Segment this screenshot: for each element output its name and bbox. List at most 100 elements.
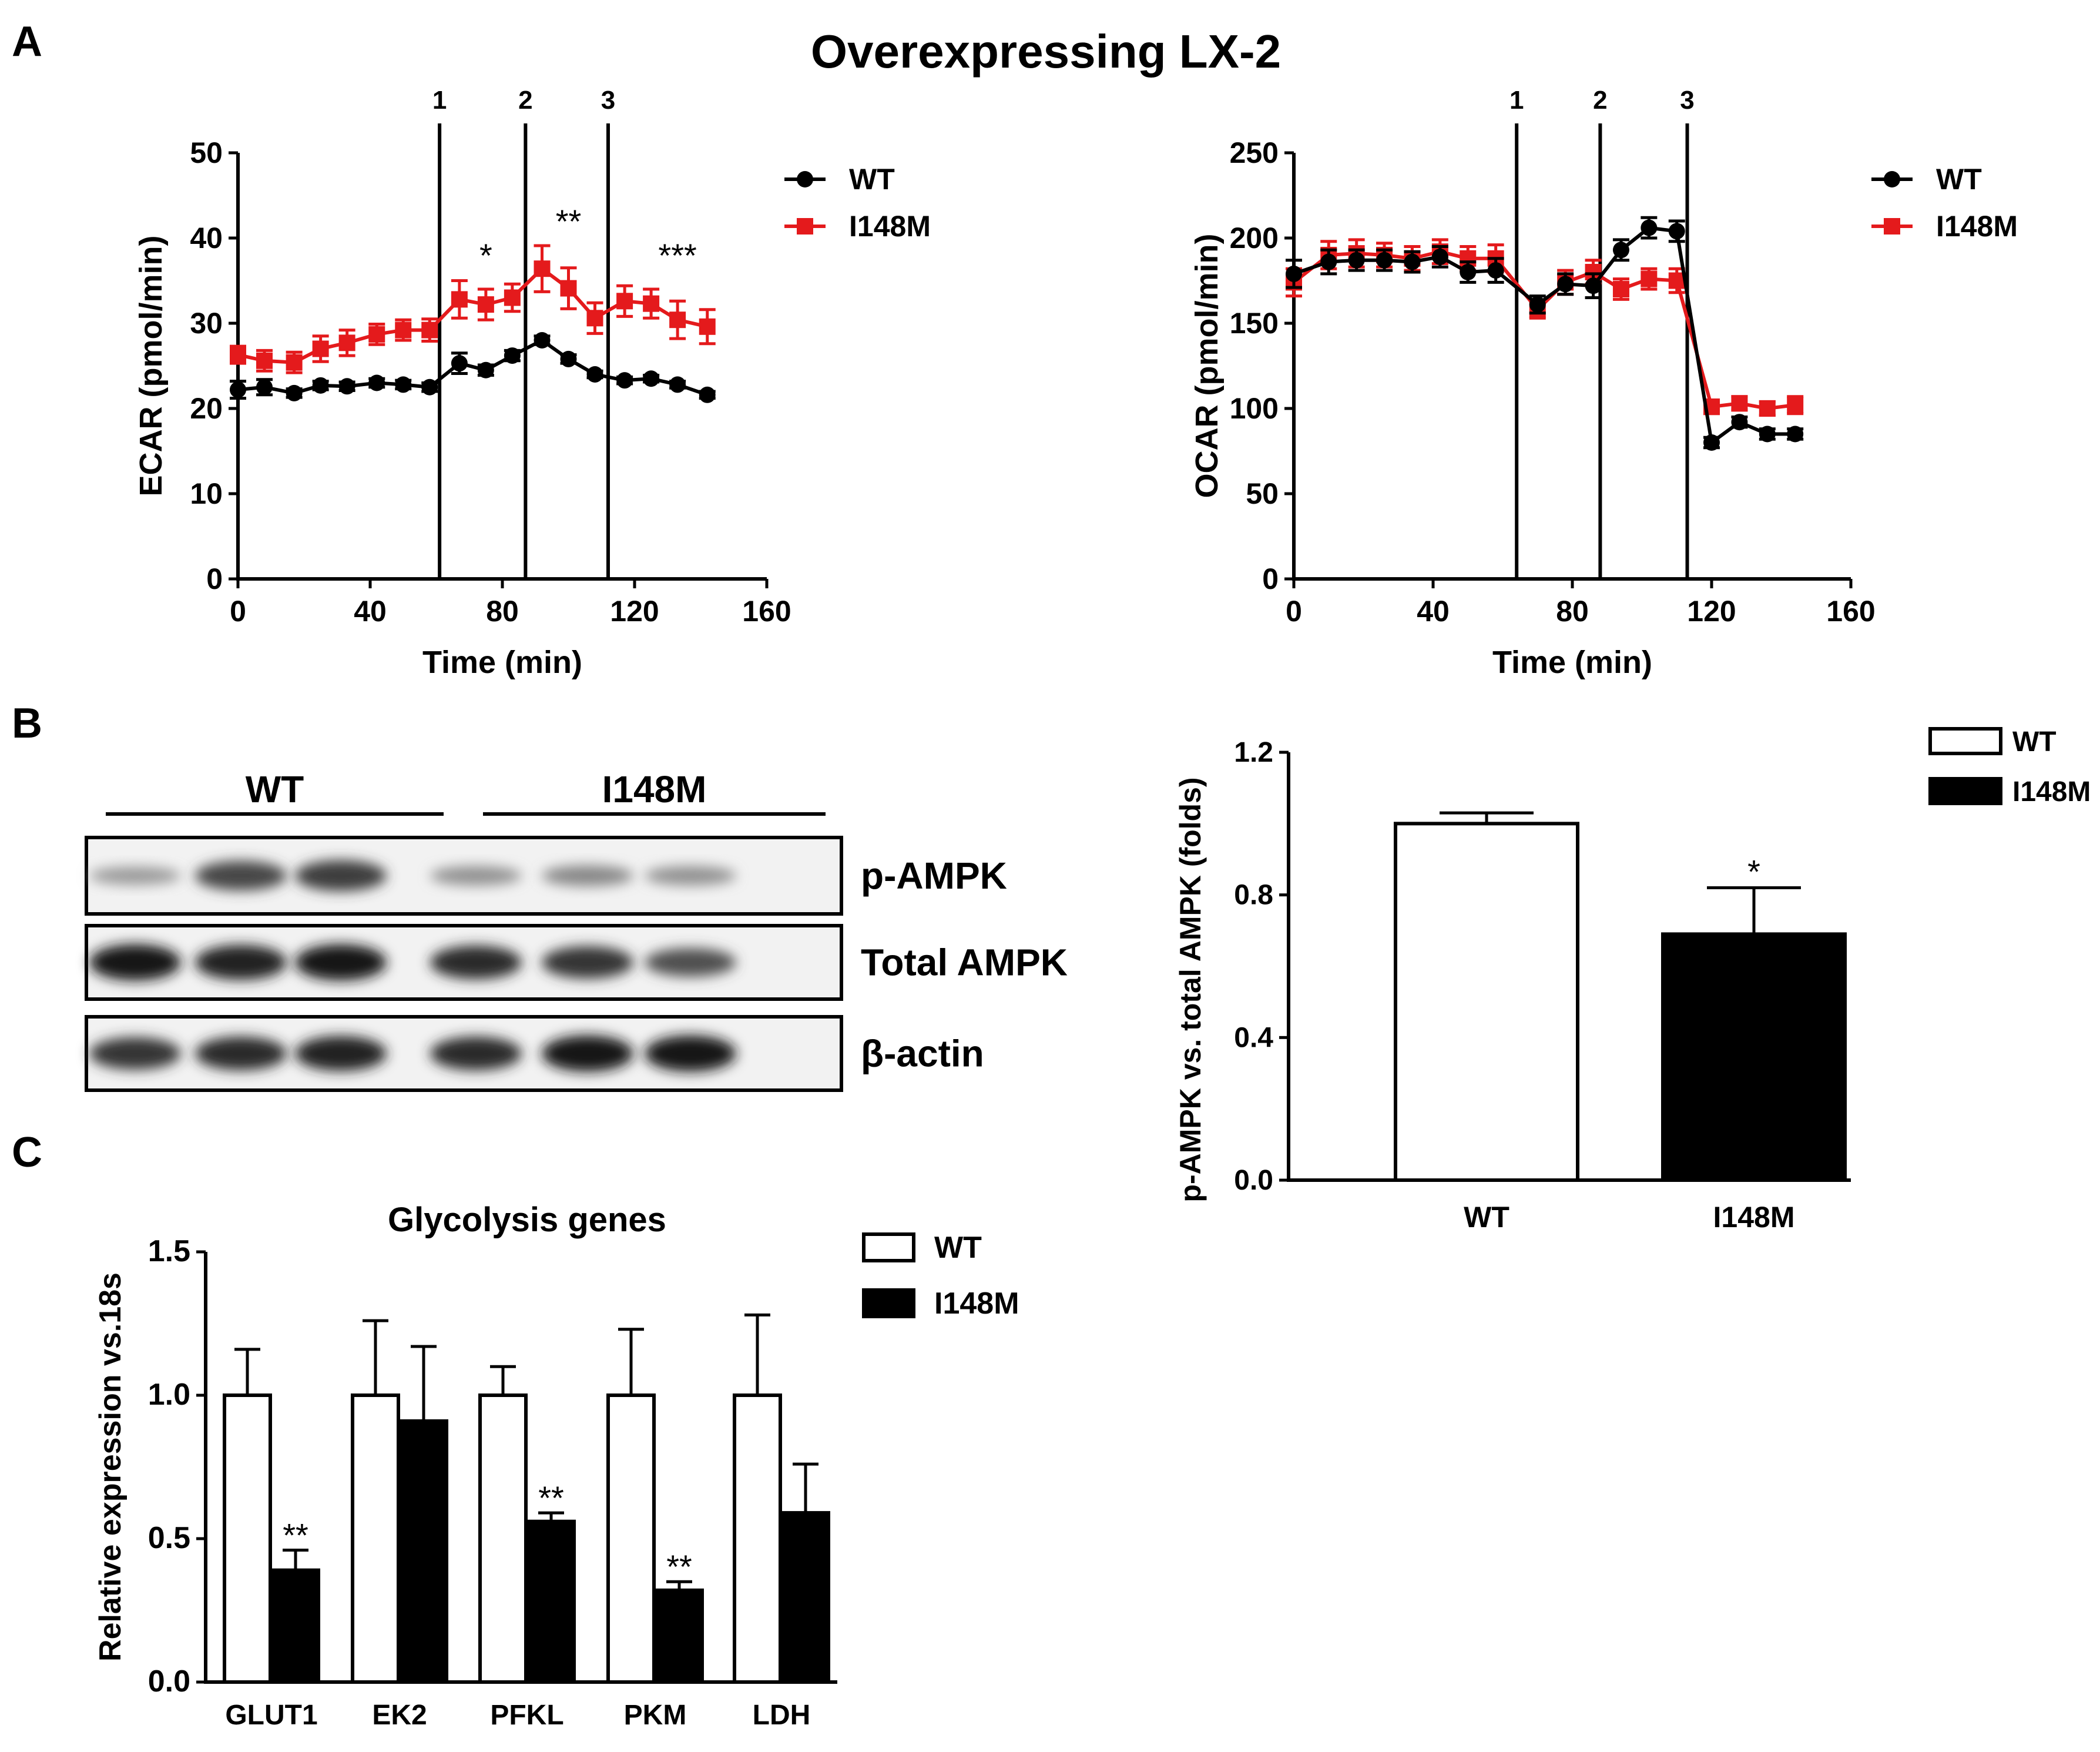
injection-label: 3	[1680, 86, 1694, 115]
blot-group-label: I148M	[602, 768, 707, 810]
blot-band	[89, 944, 181, 981]
blot-band	[195, 860, 287, 891]
x-tick-label: 80	[486, 595, 519, 628]
blot-band	[542, 1035, 633, 1072]
significance-mark: **	[556, 203, 582, 240]
legend-label-wt: WT	[2012, 726, 2057, 758]
bar-pfkl-i148m	[526, 1519, 576, 1684]
data-point-i148m	[1787, 397, 1804, 414]
data-point-wt	[1376, 252, 1393, 269]
data-point-i148m	[669, 311, 686, 329]
data-point-i148m	[560, 280, 577, 297]
significance-mark: **	[666, 1548, 692, 1585]
blot-band	[645, 866, 736, 886]
y-axis-title: ECAR (pmol/min)	[133, 236, 169, 497]
data-point-i148m	[534, 260, 551, 277]
data-point-i148m	[368, 326, 385, 343]
y-tick-label: 150	[1230, 307, 1279, 340]
x-tick-label: LDH	[753, 1700, 811, 1731]
bar-ldh-i148m	[781, 1511, 830, 1684]
data-point-wt	[1557, 276, 1574, 293]
legend-label-i148m: I148M	[934, 1287, 1019, 1321]
chart-title: Glycolysis genes	[388, 1201, 666, 1239]
y-tick-label: 1.2	[1234, 737, 1273, 768]
x-tick-label: 0	[230, 595, 246, 628]
injection-label: 3	[601, 86, 615, 115]
blot-row-label: β-actin	[861, 1033, 984, 1075]
data-point-wt	[1668, 223, 1685, 240]
x-tick-label: 0	[1286, 595, 1302, 628]
ocar-line-chart: 0 40 80 120 160 0 50 100 150 200 250 Time (min) OCAR…	[1189, 86, 2018, 680]
data-point-i148m	[477, 296, 494, 313]
x-tick-label: 160	[742, 595, 791, 628]
y-tick-label: 0.5	[148, 1521, 190, 1555]
x-tick-label: 40	[354, 595, 387, 628]
data-point-i148m	[1612, 281, 1629, 297]
blot-band	[430, 945, 522, 980]
legend-marker-i148m	[1884, 218, 1900, 235]
ecar-line-chart: 0 40 80 120 160 0 10 20 30 40 50 Time (min) ECAR (pm…	[133, 86, 931, 680]
western-blot-panel: WT I148M p-AMPK Total AMPK β-actin	[85, 768, 1068, 1092]
blot-band	[195, 1036, 287, 1071]
data-point-wt	[230, 381, 246, 398]
data-point-wt	[1431, 248, 1448, 265]
panel-label-b: B	[12, 700, 42, 747]
blot-band	[430, 1036, 522, 1071]
data-point-wt	[1641, 219, 1658, 236]
series-line-wt	[1293, 226, 1796, 446]
y-tick-label: 200	[1230, 222, 1279, 254]
data-point-wt	[1612, 242, 1629, 259]
data-point-wt	[1404, 253, 1421, 270]
data-point-i148m	[395, 321, 412, 339]
significance-mark: **	[283, 1517, 308, 1554]
legend-swatch-wt	[1928, 727, 2002, 755]
bar-ek2-wt	[351, 1393, 400, 1684]
y-tick-label: 0.8	[1234, 880, 1273, 911]
y-tick-label: 0	[1262, 562, 1279, 595]
data-point-i148m	[421, 321, 438, 339]
data-point-wt	[1703, 434, 1720, 451]
significance-mark: ***	[658, 237, 696, 274]
legend-label-wt: WT	[934, 1231, 982, 1265]
pampk-bar-chart: 0.0 0.4 0.8 1.2 p-AMPK vs. total AMPK (folds…	[1174, 726, 2091, 1234]
data-point-i148m	[312, 340, 329, 357]
blot-band	[89, 1037, 181, 1070]
x-tick-label: 160	[1826, 595, 1875, 628]
bar-ldh-wt	[733, 1393, 782, 1684]
data-point-wt	[1320, 253, 1337, 270]
data-point-wt	[1348, 252, 1365, 269]
bar-pkm-i148m	[655, 1588, 704, 1684]
data-point-i148m	[230, 346, 246, 363]
significance-mark: *	[1747, 853, 1760, 890]
y-tick-label: 0.4	[1234, 1022, 1273, 1053]
blot-band	[89, 866, 181, 885]
y-tick-label: 100	[1230, 392, 1279, 425]
injection-label: 1	[1509, 86, 1524, 115]
bar-glut1-i148m	[271, 1568, 320, 1684]
x-tick-label: PKM	[624, 1700, 687, 1731]
data-point-wt	[368, 374, 385, 391]
data-point-wt	[1731, 414, 1748, 431]
x-tick-label: 120	[610, 595, 659, 628]
data-point-i148m	[616, 293, 633, 310]
legend-label-wt: WT	[1936, 163, 1982, 196]
data-point-wt	[669, 376, 686, 393]
x-tick-label: EK2	[372, 1700, 427, 1731]
bar-i148m	[1661, 932, 1847, 1182]
blot-band	[195, 944, 287, 980]
bar-ek2-i148m	[399, 1419, 448, 1684]
data-point-wt	[1585, 277, 1602, 294]
data-point-wt	[699, 386, 716, 403]
series-line-i148m	[1293, 250, 1796, 411]
legend-label-i148m: I148M	[1936, 210, 2018, 243]
data-point-wt	[504, 347, 521, 364]
data-point-i148m	[1641, 270, 1658, 287]
significance-mark: *	[479, 237, 492, 274]
y-axis-title: Relative expression vs.18s	[93, 1272, 128, 1661]
data-point-i148m	[504, 289, 521, 306]
x-tick-label: GLUT1	[225, 1700, 317, 1731]
data-point-wt	[421, 378, 438, 396]
y-tick-label: 50	[1246, 477, 1279, 510]
data-point-wt	[1529, 296, 1546, 313]
